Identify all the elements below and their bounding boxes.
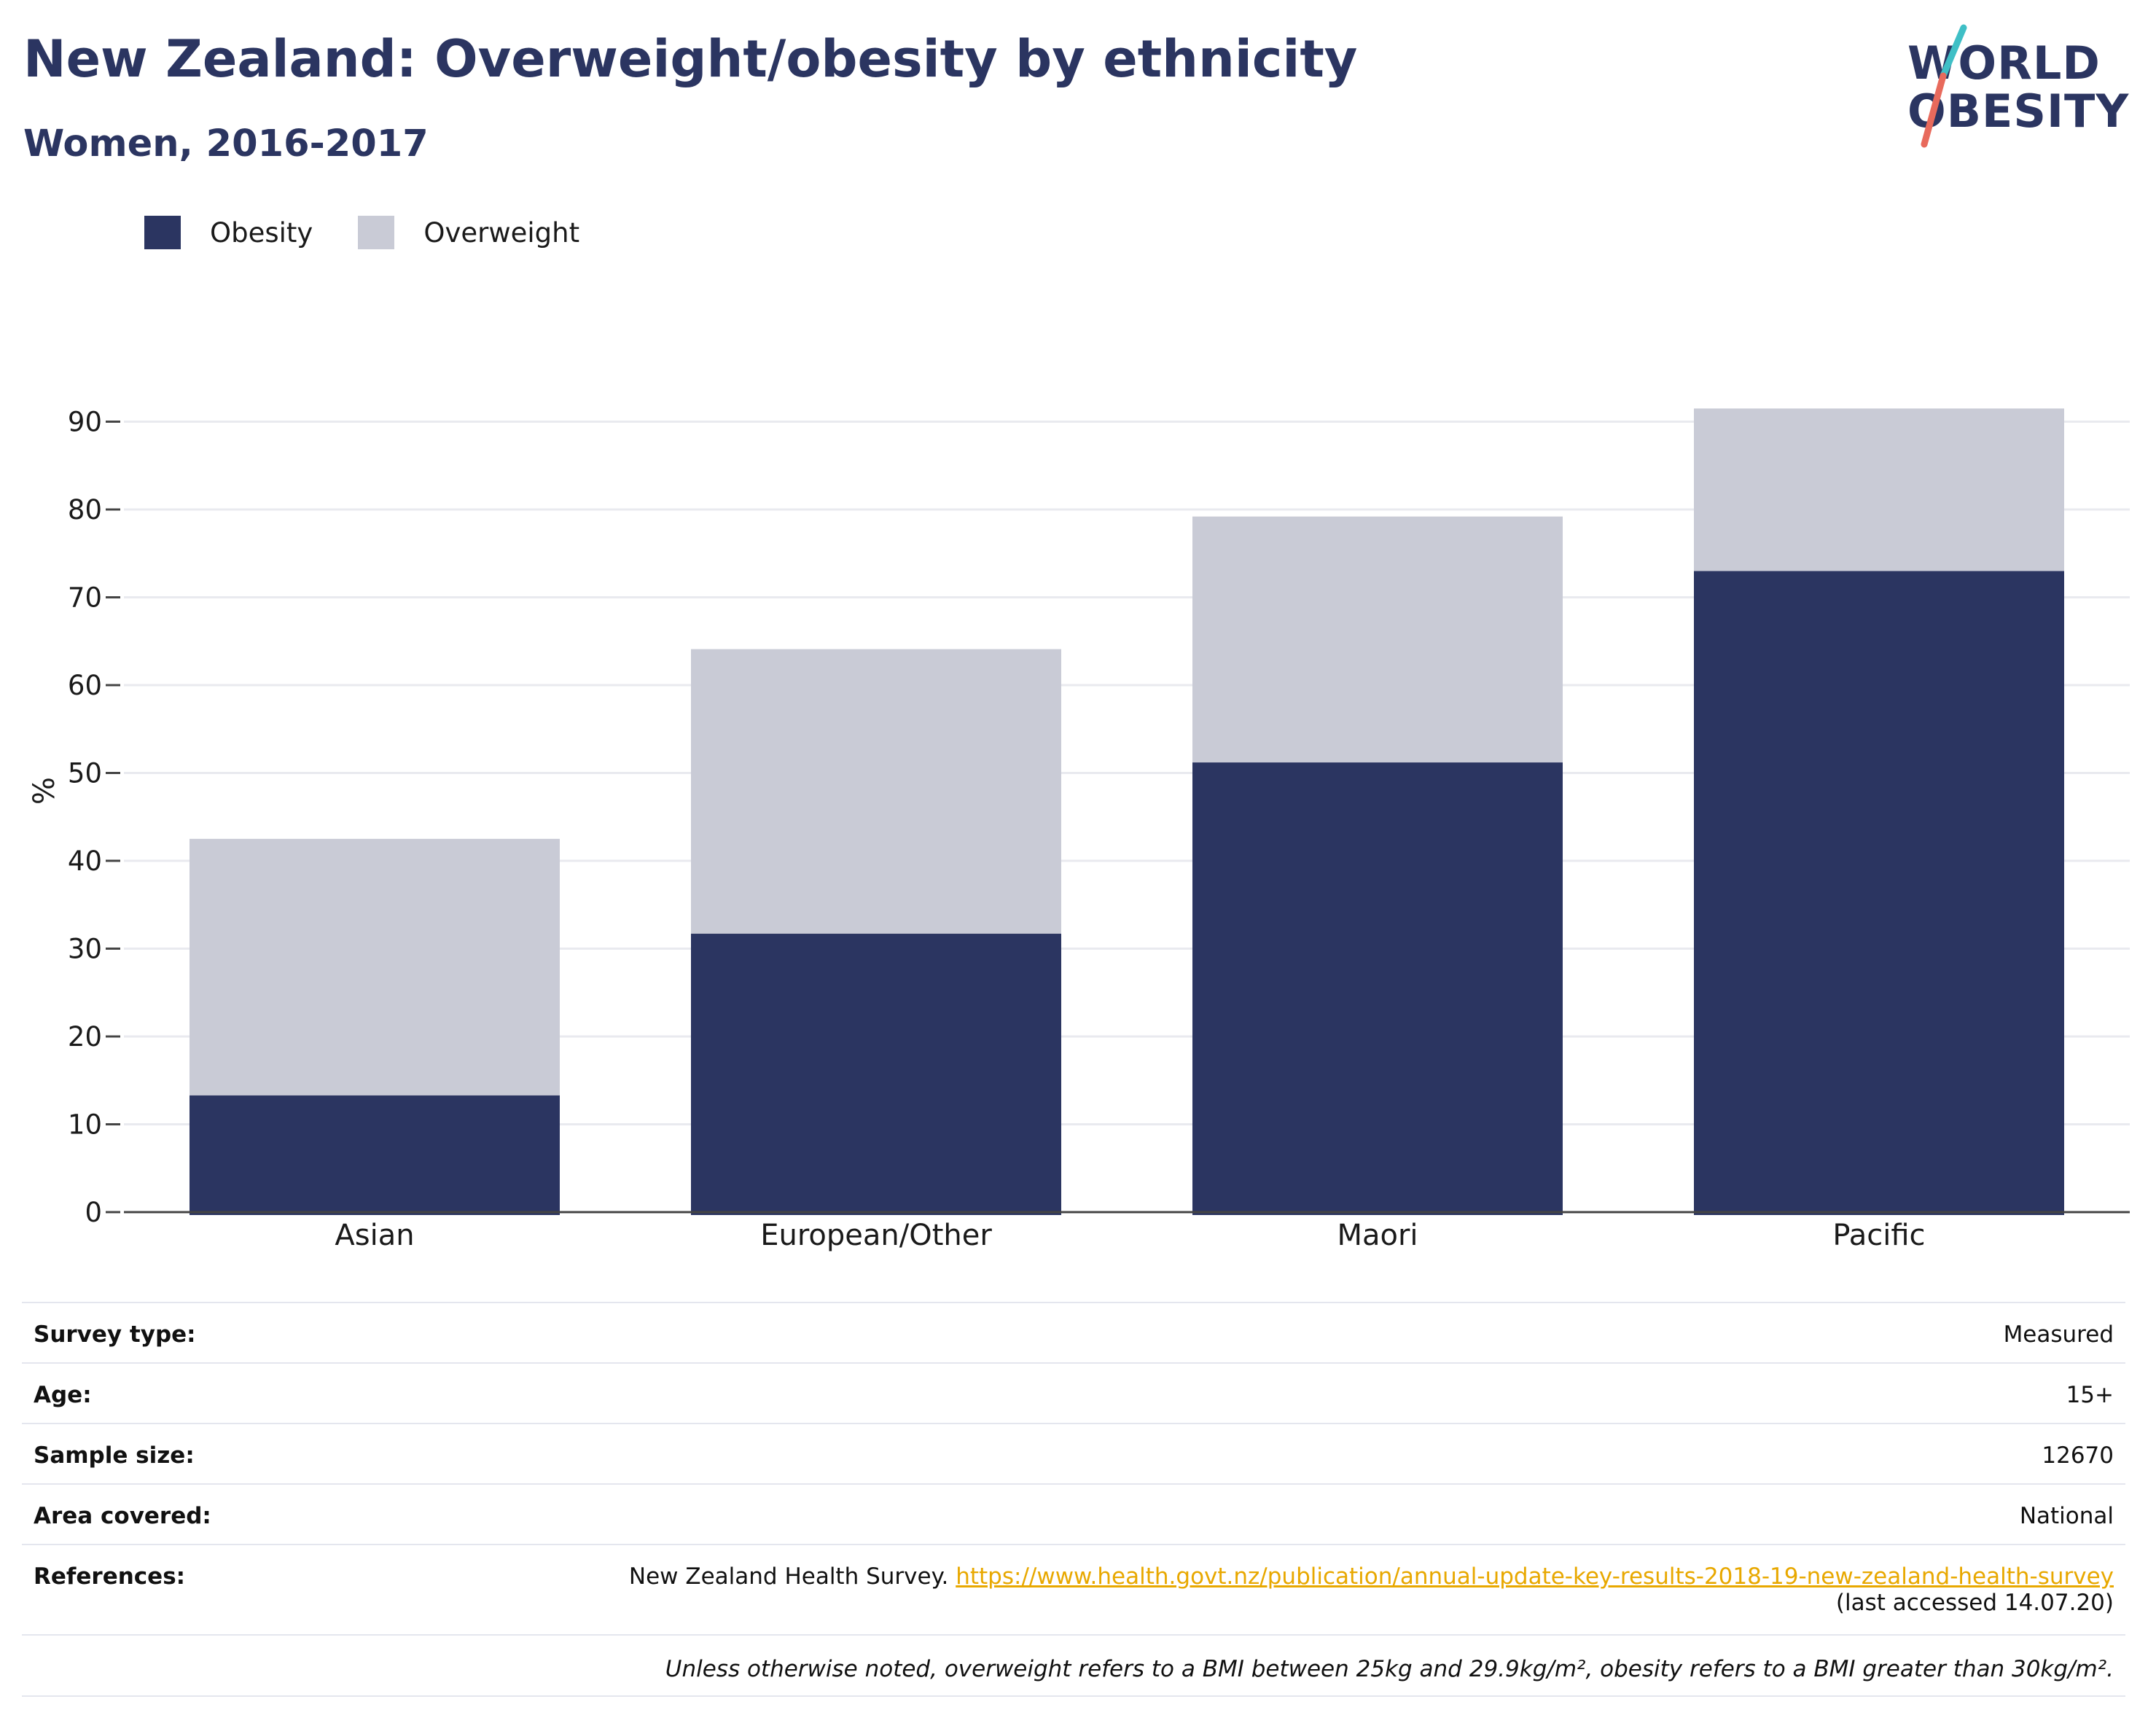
bar-obesity-maori[interactable] [1192,762,1563,1215]
info-row-sample-size: Sample size: 12670 [22,1423,2125,1483]
references-value: New Zealand Health Survey. https://www.h… [629,1563,2114,1616]
y-axis-label: % [28,777,61,805]
area-covered-value: National [2019,1503,2114,1529]
legend-label-overweight: Overweight [423,216,580,249]
page-title: New Zealand: Overweight/obesity by ethni… [23,29,1358,89]
world-obesity-logo: WORLD OBESITY [1895,22,2143,153]
area-covered-label: Area covered: [34,1503,211,1529]
logo-slash-icon [1921,24,1967,148]
legend-label-obesity: Obesity [210,216,313,249]
y-tick-label-50: 50 [68,758,102,789]
legend-item-obesity[interactable]: Obesity [144,216,313,249]
age-label: Age: [34,1382,92,1408]
y-axis-ticks: 0 10 20 30 40 50 60 70 80 90 [68,407,120,1228]
sample-size-label: Sample size: [34,1442,195,1469]
stacked-bar-chart: 0 10 20 30 40 50 60 70 80 90 Asian European/Other M… [28,407,2130,1252]
legend-swatch-overweight [358,216,395,249]
bar-overweight-asian[interactable] [190,838,560,1096]
x-tick-label-maori: Maori [1337,1219,1418,1252]
reference-text: New Zealand Health Survey. [628,1563,949,1590]
info-row-age: Age: 15+ [22,1362,2125,1423]
y-tick-label-60: 60 [68,670,102,701]
y-tick-label-70: 70 [68,582,102,614]
survey-info-table: Survey type: Measured Age: 15+ Sample si… [22,1302,2125,1697]
y-tick-label-30: 30 [68,934,102,965]
y-tick-label-20: 20 [68,1021,102,1052]
bar-obesity-asian[interactable] [190,1095,560,1215]
x-tick-label-asian: Asian [335,1219,414,1252]
y-tick-label-80: 80 [68,494,102,526]
info-row-survey-type: Survey type: Measured [22,1302,2125,1362]
logo-line-2: OBESITY [1907,85,2130,138]
x-tick-label-pacific: Pacific [1832,1219,1925,1252]
age-value: 15+ [2066,1382,2114,1408]
sample-size-value: 12670 [2042,1442,2114,1469]
legend-item-overweight[interactable]: Overweight [358,216,579,249]
y-tick-label-10: 10 [68,1109,102,1141]
bar-overweight-european-other[interactable] [691,649,1061,934]
reference-accessed: (last accessed 14.07.20) [1835,1590,2114,1616]
definition-note: Unless otherwise noted, overweight refer… [22,1634,2125,1697]
page-subtitle: Women, 2016-2017 [23,122,429,165]
references-label: References: [34,1563,186,1590]
info-row-references: References: New Zealand Health Survey. h… [22,1544,2125,1634]
y-tick-label-40: 40 [68,845,102,877]
bar-obesity-european-other[interactable] [691,934,1061,1215]
legend-swatch-obesity [144,216,181,249]
reference-link[interactable]: https://www.health.govt.nz/publication/a… [956,1563,2114,1590]
x-tick-label-european-other: European/Other [760,1219,992,1252]
chart-bars [190,408,2064,1215]
bar-overweight-maori[interactable] [1192,516,1563,763]
survey-type-value: Measured [2003,1321,2114,1348]
info-row-area-covered: Area covered: National [22,1483,2125,1544]
y-tick-label-0: 0 [85,1197,102,1228]
bar-overweight-pacific[interactable] [1694,408,2064,571]
bar-obesity-pacific[interactable] [1694,571,2064,1215]
survey-type-label: Survey type: [34,1321,196,1348]
x-axis-ticks: Asian European/Other Maori Pacific [124,1211,2130,1252]
chart-legend: Obesity Overweight [144,216,625,249]
y-tick-label-90: 90 [68,407,102,438]
